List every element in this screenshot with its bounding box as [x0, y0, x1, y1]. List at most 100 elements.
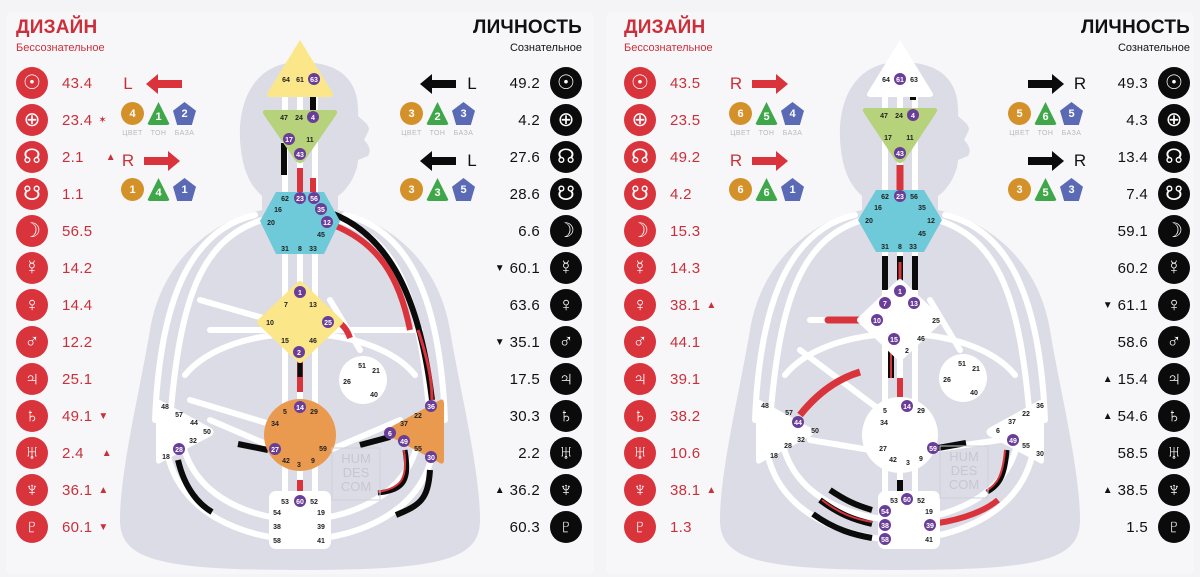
planet-row[interactable]: ♃ 39.1 — [624, 362, 706, 396]
planet-row[interactable]: ☊ 2.1 ▲ — [16, 140, 116, 174]
planet-row[interactable]: ☉ 43.4 — [16, 66, 98, 100]
planet-row[interactable]: 49.2 ☉ — [505, 66, 582, 100]
svg-text:47: 47 — [880, 113, 888, 120]
mars-icon: ♂ — [1158, 326, 1190, 358]
gate-line-value: 23.5 — [670, 111, 701, 129]
planet-row[interactable]: 58.6 ♂ — [1113, 325, 1190, 359]
planet-row[interactable]: 30.3 ♄ — [505, 399, 582, 433]
planet-row[interactable]: ♇ 1.3 — [624, 510, 698, 544]
planet-row[interactable]: 60.2 ☿ — [1113, 251, 1190, 285]
planet-row[interactable]: 2.2 ♅ — [513, 436, 582, 470]
planet-row[interactable]: ♄ 49.1 ▼ — [16, 399, 108, 433]
planet-row[interactable]: 60.3 ♇ — [505, 510, 582, 544]
planet-row[interactable]: 13.4 ☊ — [1113, 140, 1190, 174]
planet-row[interactable]: ▲ 15.4 ♃ — [1103, 362, 1190, 396]
mars-icon: ♂ — [624, 326, 656, 358]
planet-row[interactable]: ⊕ 23.5 — [624, 103, 706, 137]
planet-row[interactable]: 59.1 ☽ — [1113, 214, 1190, 248]
planet-row[interactable]: ▲ 38.5 ♆ — [1103, 473, 1190, 507]
svg-text:46: 46 — [309, 338, 317, 345]
planet-row[interactable]: 4.2 ⊕ — [513, 103, 582, 137]
svg-text:27: 27 — [271, 447, 279, 454]
planet-row[interactable]: ☽ 15.3 — [624, 214, 706, 248]
svg-text:1: 1 — [898, 289, 902, 296]
planet-row[interactable]: ♅ 2.4 ▲ — [16, 436, 112, 470]
gate-line-value: 17.5 — [509, 370, 540, 388]
svg-text:43: 43 — [296, 152, 304, 159]
gate-line-value: 60.3 — [509, 518, 540, 536]
planet-row[interactable]: 63.6 ♀ — [505, 288, 582, 322]
root-center — [878, 491, 940, 549]
planet-row[interactable]: 58.5 ♅ — [1113, 436, 1190, 470]
planet-row[interactable]: ☿ 14.2 — [16, 251, 98, 285]
ajna-center — [862, 108, 938, 163]
planet-row[interactable]: ♅ 10.6 — [624, 436, 706, 470]
svg-text:61: 61 — [896, 77, 904, 84]
planet-row[interactable]: ♆ 36.1 ▲ — [16, 473, 108, 507]
planet-row[interactable]: ☉ 43.5 — [624, 66, 706, 100]
bodygraph: 64 61 63 47 24 4 17 11 43 62 23 56 16 35 20… — [720, 40, 1080, 570]
planet-row[interactable]: ⊕ 23.4 ✶ — [16, 103, 107, 137]
planet-row[interactable]: ♀ 14.4 — [16, 288, 98, 322]
planet-row[interactable]: ☽ 56.5 — [16, 214, 98, 248]
arrow-left-icon — [146, 74, 158, 94]
svg-text:60: 60 — [903, 497, 911, 504]
svg-text:54: 54 — [881, 509, 889, 516]
design-title: ДИЗАЙН — [624, 17, 706, 38]
planet-row[interactable]: ☿ 14.3 — [624, 251, 706, 285]
planet-row[interactable]: ☋ 1.1 — [16, 177, 90, 211]
planet-row[interactable]: 6.6 ☽ — [513, 214, 582, 248]
watermark-line: DES — [951, 463, 978, 478]
arrow-right-icon — [1052, 151, 1064, 171]
variable-labels: ЦВЕТ ТОН БАЗА — [730, 130, 803, 137]
variable-shapes: 6 5 4 — [729, 102, 804, 125]
gate-line-value: 1.3 — [670, 518, 692, 536]
uranus-icon: ♅ — [624, 437, 656, 469]
planet-row[interactable]: 17.5 ♃ — [505, 362, 582, 396]
planet-row[interactable]: ♇ 60.1 ▼ — [16, 510, 108, 544]
svg-text:21: 21 — [972, 366, 980, 373]
planet-row[interactable]: ♂ 12.2 — [16, 325, 98, 359]
uranus-icon: ♅ — [550, 437, 582, 469]
planet-row[interactable]: ☋ 4.2 — [624, 177, 698, 211]
design-arrow-top: R — [728, 74, 788, 94]
planet-row[interactable]: 28.6 ☋ — [505, 177, 582, 211]
svg-text:28: 28 — [175, 447, 183, 454]
color-circle: 3 — [400, 178, 423, 201]
base-pentagon: 3 — [1060, 178, 1083, 201]
svg-text:17: 17 — [285, 137, 293, 144]
svg-text:44: 44 — [794, 420, 802, 427]
personality-arrow-top: L — [420, 74, 480, 94]
svg-text:22: 22 — [1022, 411, 1030, 418]
svg-text:41: 41 — [925, 537, 933, 544]
svg-text:50: 50 — [811, 428, 819, 435]
variable-shapes: 6 6 1 — [729, 178, 804, 201]
spleen-center — [756, 399, 814, 464]
planet-row[interactable]: 1.5 ♇ — [1121, 510, 1190, 544]
gate-line-value: 36.1 — [62, 481, 93, 499]
planet-row[interactable]: 27.6 ☊ — [505, 140, 582, 174]
planet-row[interactable]: 7.4 ☋ — [1121, 177, 1190, 211]
planet-row[interactable]: ♃ 25.1 — [16, 362, 98, 396]
planet-row[interactable]: ♆ 38.1 ▲ — [624, 473, 716, 507]
gate-line-value: 38.1 — [670, 296, 701, 314]
planet-row[interactable]: 4.3 ⊕ — [1121, 103, 1190, 137]
planet-row[interactable]: ▲ 54.6 ♄ — [1103, 399, 1190, 433]
planet-row[interactable]: ♀ 38.1 ▲ — [624, 288, 716, 322]
planet-row[interactable]: ▼ 60.1 ☿ — [495, 251, 582, 285]
exalted-triangle-icon: ▲ — [706, 484, 717, 496]
planet-row[interactable]: ♄ 38.2 — [624, 399, 706, 433]
planet-row[interactable]: ▼ 61.1 ♀ — [1103, 288, 1190, 322]
planet-row[interactable]: ♂ 44.1 — [624, 325, 706, 359]
watermark-line: COM — [949, 477, 979, 492]
mars-icon: ♂ — [550, 326, 582, 358]
svg-text:33: 33 — [309, 246, 317, 253]
planet-row[interactable]: ▼ 35.1 ♂ — [495, 325, 582, 359]
svg-text:18: 18 — [770, 453, 778, 460]
svg-text:42: 42 — [889, 457, 897, 464]
planet-row[interactable]: 49.3 ☉ — [1113, 66, 1190, 100]
svg-text:3: 3 — [906, 460, 910, 467]
planet-row[interactable]: ☊ 49.2 — [624, 140, 706, 174]
svg-text:31: 31 — [281, 246, 289, 253]
planet-row[interactable]: ▲ 36.2 ♆ — [495, 473, 582, 507]
